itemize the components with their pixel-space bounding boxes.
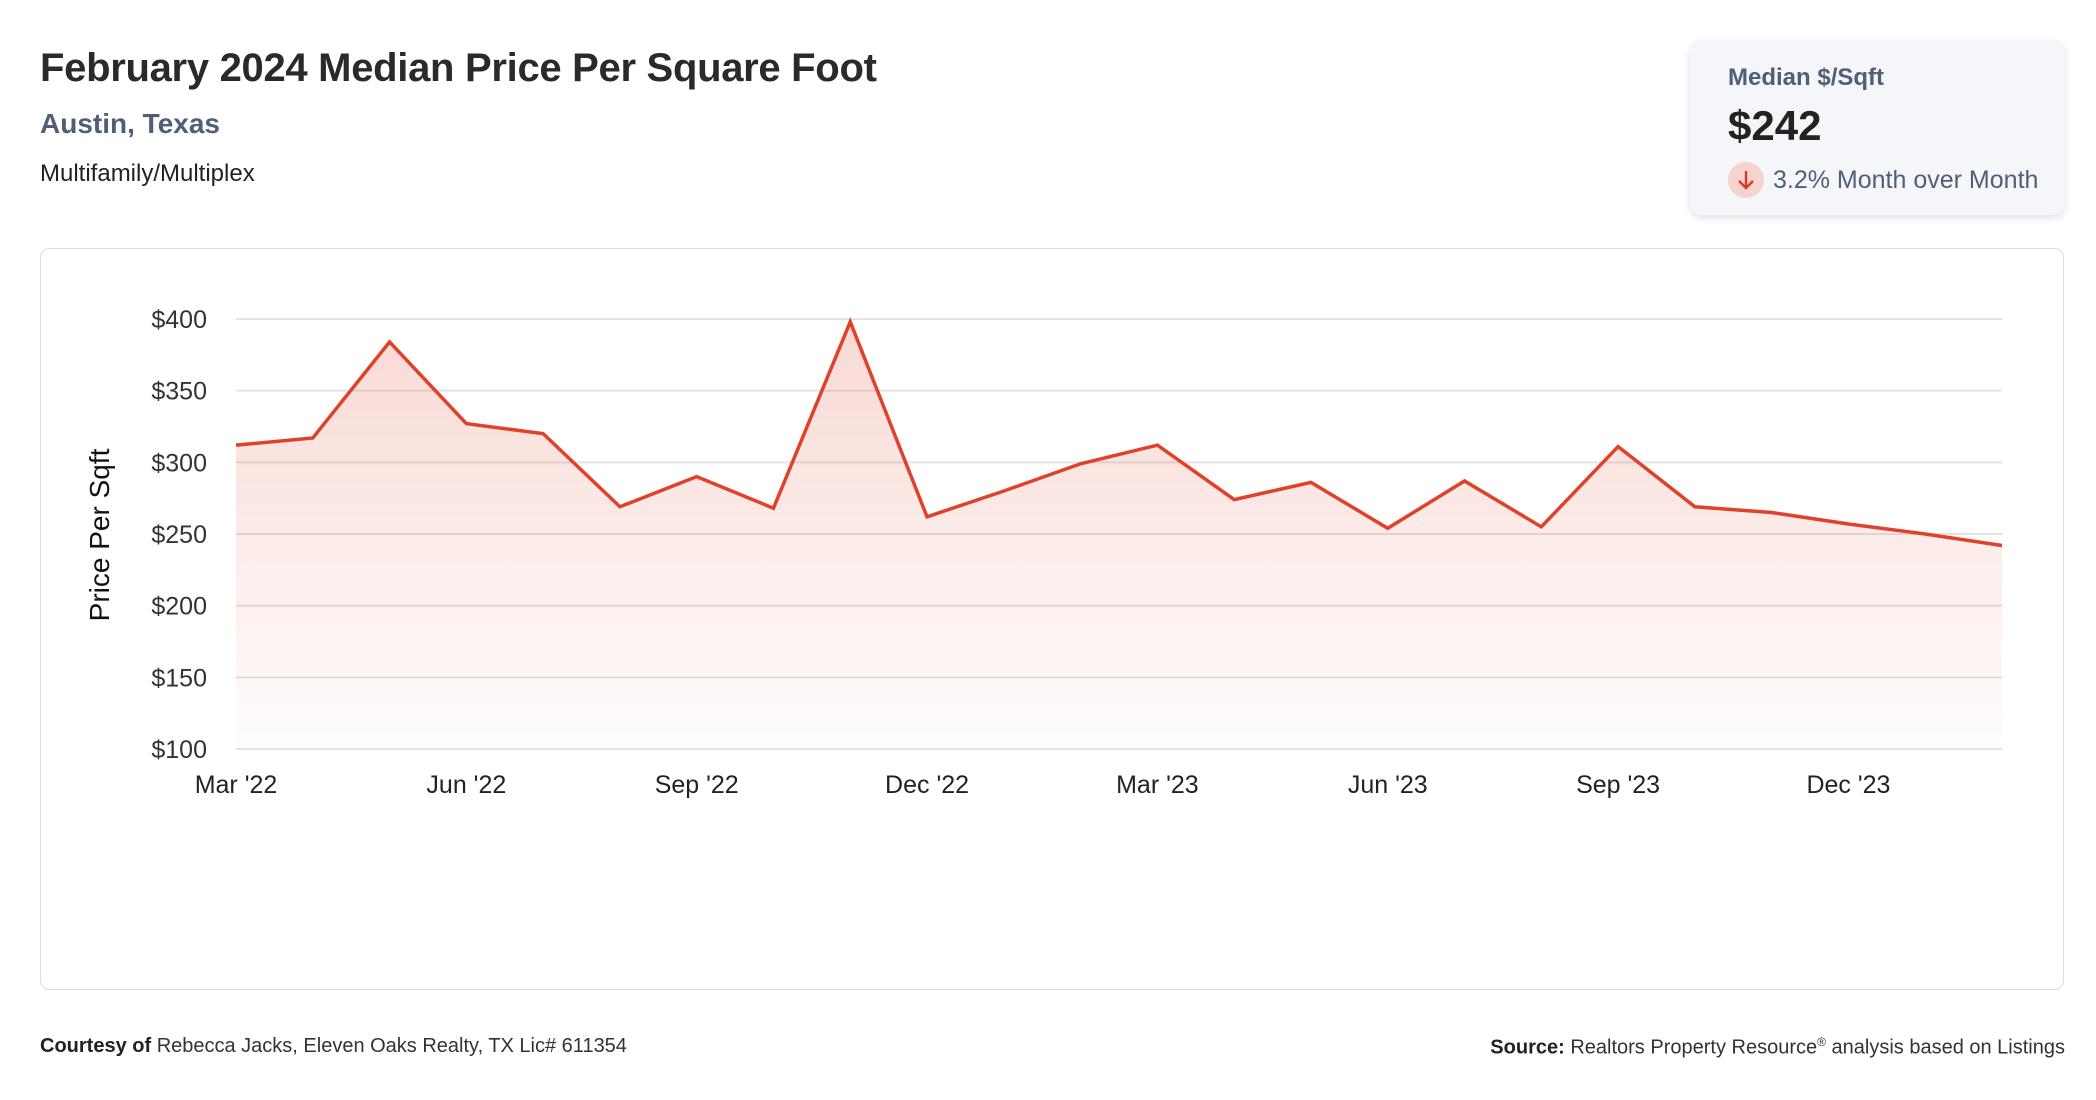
arrow-down-icon [1728,162,1764,198]
y-tick-label: $200 [151,593,207,621]
change-text: 3.2% Month over Month [1773,165,2039,194]
y-tick-label: $400 [151,306,207,334]
page-title: February 2024 Median Price Per Square Fo… [40,46,877,90]
property-type: Multifamily/Multiplex [40,160,255,187]
source-suffix: analysis based on Listings [1831,1036,2065,1059]
series-line [235,317,2003,548]
chart-container [40,248,2064,990]
x-tick-label: Dec '22 [885,771,969,799]
y-tick-label: $300 [151,449,207,477]
y-tick-label: $250 [151,521,207,549]
card-label: Median $/Sqft [1728,64,1885,91]
y-tick-label: $150 [151,664,207,692]
x-tick-label: Mar '22 [195,771,278,799]
card-value: $242 [1728,102,1822,149]
courtesy-text: Rebecca Jacks, Eleven Oaks Realty, TX Li… [156,1035,627,1057]
x-tick-label: Dec '23 [1806,771,1890,799]
courtesy-label: Courtesy of [40,1035,152,1057]
registered-mark: ® [1817,1035,1826,1049]
source-footer: Source: Realtors Property Resource® anal… [1490,1035,2065,1060]
x-tick-label: Sep '22 [655,771,739,799]
change-indicator: 3.2% Month over Month [1728,162,2038,198]
x-tick-label: Mar '23 [1116,771,1199,799]
area-fill [236,321,2002,749]
summary-card: Median $/Sqft $242 3.2% Month over Month [1690,40,2065,215]
y-axis-title: Price Per Sqft [84,448,115,621]
source-text: Realtors Property Resource [1570,1036,1818,1059]
y-tick-label: $100 [151,736,207,764]
courtesy-footer: Courtesy of Rebecca Jacks, Eleven Oaks R… [40,1035,627,1058]
y-tick-label: $350 [151,378,207,406]
x-tick-label: Jun '23 [1348,771,1428,799]
x-tick-label: Sep '23 [1576,771,1660,799]
location-subtitle: Austin, Texas [40,108,220,139]
source-label: Source: [1490,1036,1565,1059]
price-chart: $100 $150 $200 $250 $300 $350 $400 Mar '22 Jun … [84,306,2003,799]
x-tick-label: Jun '22 [426,771,506,799]
